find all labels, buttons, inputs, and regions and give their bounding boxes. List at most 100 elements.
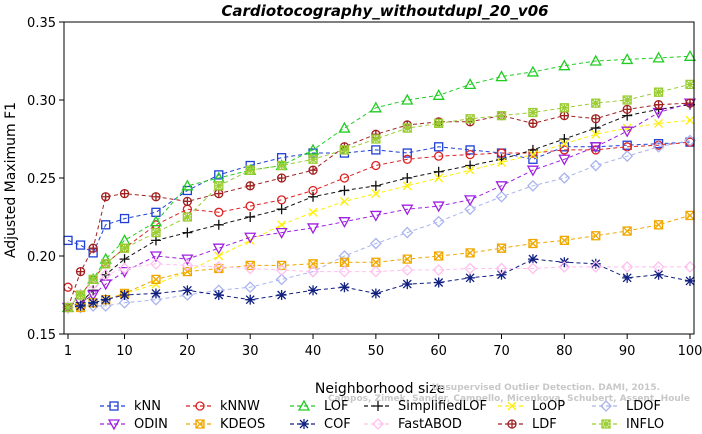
data-point-ldf bbox=[591, 114, 601, 124]
watermark: Campos, Zimek, Sander, Campello, Micenko… bbox=[328, 383, 690, 404]
data-point-inflo bbox=[622, 95, 632, 105]
data-point-kdeos bbox=[402, 254, 412, 264]
data-point-ldof bbox=[118, 296, 131, 309]
data-point-fastabod bbox=[212, 261, 225, 273]
data-point-knn bbox=[214, 170, 224, 180]
data-point-ldf bbox=[308, 165, 318, 175]
legend-marker bbox=[297, 399, 311, 411]
data-point-odin bbox=[589, 142, 602, 154]
legend-label: KDEOS bbox=[220, 417, 265, 432]
plot-area bbox=[61, 49, 697, 314]
data-point-ldf bbox=[75, 266, 86, 277]
legend-marker bbox=[107, 419, 121, 431]
series-line-odin bbox=[67, 102, 691, 308]
data-point-ldof bbox=[495, 190, 508, 203]
data-point-inflo bbox=[434, 118, 444, 129]
data-point-inflo bbox=[119, 243, 130, 253]
data-point-loop bbox=[339, 196, 349, 206]
x-tick-label: 100 bbox=[678, 344, 702, 359]
data-point-kdeos bbox=[214, 263, 224, 274]
legend-marker bbox=[507, 419, 517, 429]
data-point-ldof bbox=[401, 226, 414, 239]
data-point-inflo bbox=[559, 103, 569, 113]
data-point-odin bbox=[526, 165, 540, 177]
x-tick-label: 50 bbox=[368, 344, 385, 359]
legend-label: COF bbox=[324, 417, 351, 432]
series-fastabod bbox=[62, 257, 696, 314]
x-tick-label: 20 bbox=[179, 344, 196, 359]
data-point-knnw bbox=[559, 145, 569, 155]
data-point-ldof bbox=[369, 237, 382, 250]
axes: 1 10 20 30 40 50 60 70 80 90 100 0.15 0.20 0.25 0.30 0.… bbox=[27, 16, 702, 359]
data-point-simplifiedlof bbox=[276, 204, 287, 215]
data-point-loop bbox=[434, 173, 444, 183]
legend-item-kdeos: KDEOS bbox=[186, 417, 265, 432]
data-point-inflo bbox=[276, 160, 287, 171]
data-point-lof bbox=[338, 121, 351, 133]
data-point-inflo bbox=[245, 165, 255, 175]
data-point-kdeos bbox=[371, 257, 381, 267]
data-point-odin bbox=[463, 195, 477, 207]
watermark-line: Unsupervised Outlier Detection. DAMI, 20… bbox=[432, 383, 660, 393]
data-point-odin bbox=[118, 266, 131, 278]
data-point-simplifiedlof bbox=[308, 191, 319, 202]
data-point-odin bbox=[149, 251, 163, 263]
data-point-kdeos bbox=[308, 259, 318, 269]
data-point-simplifiedlof bbox=[433, 166, 444, 177]
data-point-lof bbox=[589, 54, 602, 66]
data-point-knn bbox=[371, 145, 381, 155]
data-point-loop bbox=[497, 157, 506, 167]
data-point-inflo bbox=[151, 227, 161, 238]
data-point-inflo bbox=[528, 107, 538, 118]
data-point-cof bbox=[150, 288, 161, 299]
data-point-odin bbox=[244, 232, 257, 244]
data-point-ldf bbox=[119, 188, 130, 199]
series-inflo bbox=[63, 79, 695, 313]
data-point-inflo bbox=[371, 134, 381, 144]
data-point-ldf bbox=[101, 192, 111, 202]
legend-marker bbox=[507, 401, 517, 411]
data-point-odin bbox=[369, 210, 382, 222]
legend-label: INFLO bbox=[626, 417, 664, 432]
data-point-loop bbox=[308, 207, 318, 217]
y-tick-label: 0.20 bbox=[27, 250, 56, 265]
data-point-cof bbox=[119, 290, 130, 300]
data-point-lof bbox=[495, 70, 508, 82]
data-point-knn bbox=[75, 240, 86, 250]
legend-label: SimplifiedLOF bbox=[398, 399, 487, 414]
data-point-simplifiedlof bbox=[370, 180, 381, 191]
data-point-kdeos bbox=[622, 226, 632, 236]
data-point-simplifiedlof bbox=[245, 212, 256, 222]
series-line-inflo bbox=[67, 83, 691, 308]
legend-item-lof: LOF bbox=[290, 399, 349, 414]
data-point-lof bbox=[683, 49, 697, 61]
y-tick-label: 0.15 bbox=[27, 328, 56, 343]
data-point-cof bbox=[527, 254, 538, 265]
legend-marker bbox=[373, 401, 383, 411]
legend-item-loop: LoOP bbox=[498, 399, 565, 414]
data-point-inflo bbox=[101, 259, 111, 269]
data-point-knnw bbox=[214, 207, 224, 217]
data-point-kdeos bbox=[591, 231, 601, 241]
legend-item-simplifiedlof: SimplifiedLOF bbox=[364, 399, 487, 414]
data-point-knn bbox=[402, 148, 412, 158]
data-point-knnw bbox=[402, 154, 412, 164]
data-point-cof bbox=[88, 297, 99, 308]
data-point-ldof bbox=[589, 159, 602, 172]
data-point-ldf bbox=[653, 100, 664, 110]
data-point-cof bbox=[182, 285, 193, 296]
data-point-ldof bbox=[432, 215, 445, 228]
legend-label: LOF bbox=[324, 399, 349, 414]
data-point-kdeos bbox=[685, 210, 695, 221]
data-point-fastabod bbox=[621, 261, 634, 273]
data-point-cof bbox=[496, 269, 507, 280]
data-point-fastabod bbox=[118, 262, 131, 275]
data-point-knn bbox=[101, 220, 111, 230]
data-point-cof bbox=[370, 288, 381, 299]
data-point-cof bbox=[100, 294, 111, 305]
legend: kNN kNNW LOF SimplifiedLOF LoOP LDOF ODIN KDEOS… bbox=[100, 399, 664, 432]
y-axis-label: Adjusted Maximum F1 bbox=[3, 102, 19, 258]
data-point-knnw bbox=[465, 149, 475, 160]
data-point-fastabod bbox=[527, 262, 539, 275]
